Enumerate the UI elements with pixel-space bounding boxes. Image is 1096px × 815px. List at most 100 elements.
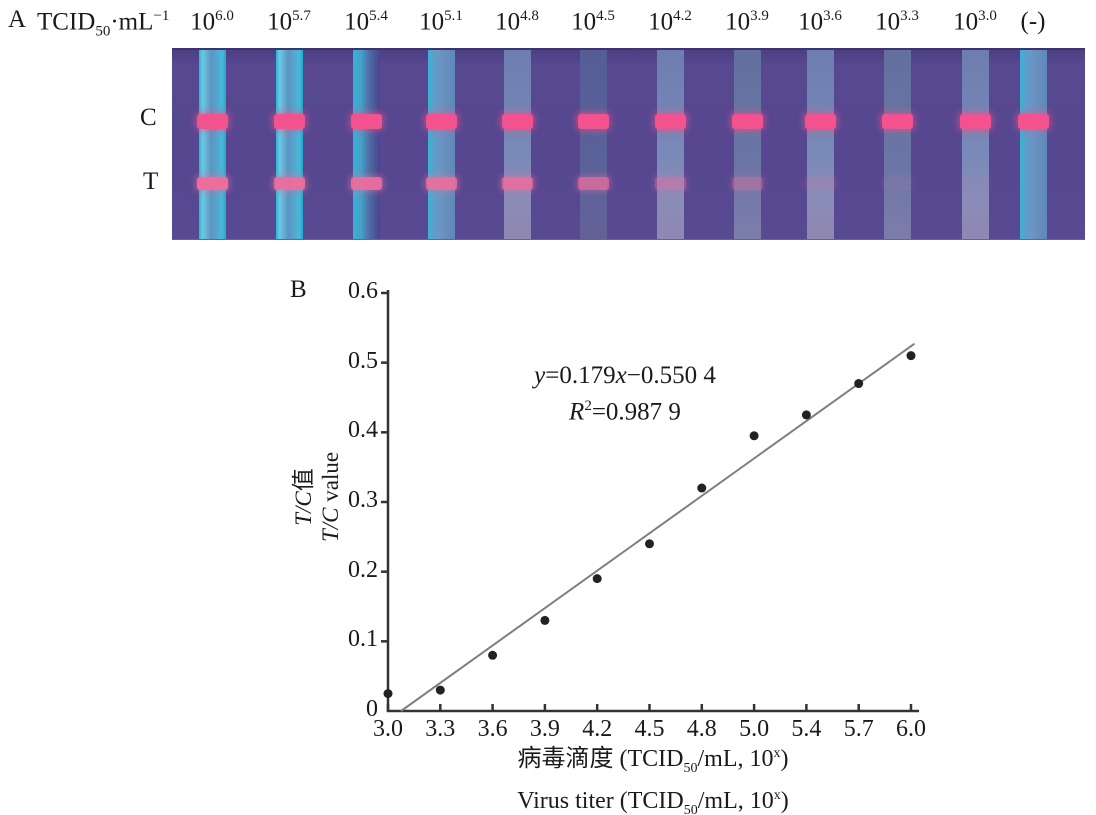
x-tick-label: 4.8 <box>686 716 717 742</box>
lane-label-4.2: 104.2 <box>630 8 710 36</box>
x-title-en-sup: x <box>773 787 781 803</box>
control-band <box>882 114 913 129</box>
x-axis-title: 病毒滴度 (TCID50/mL, 10x) Virus titer (TCID5… <box>403 740 903 815</box>
test-strip-5 <box>502 50 533 239</box>
data-point <box>540 615 550 625</box>
equation-y: y <box>534 362 546 389</box>
lane-label-base: 10 <box>344 8 370 36</box>
test-strip-9 <box>805 50 836 239</box>
x-title-en-post: ) <box>780 787 789 814</box>
panel-a-label: A <box>8 6 27 33</box>
lane-label-base: 10 <box>571 8 597 36</box>
control-band <box>197 114 228 129</box>
x-title-zh-mid: /mL, 10 <box>697 746 774 772</box>
test-band <box>960 177 991 190</box>
y-axis-title-zh: T/C值 <box>290 452 317 542</box>
lane-label-exponent: 3.3 <box>900 8 919 24</box>
x-title-zh-sub: 50 <box>683 760 698 776</box>
control-line-label: C <box>140 104 157 131</box>
x-axis-title-zh: 病毒滴度 (TCID50/mL, 10x) <box>403 740 903 782</box>
lane-label-base: 10 <box>798 8 824 36</box>
lane-label-base: 10 <box>267 8 293 36</box>
y-tick-label: 0.4 <box>348 417 378 444</box>
test-band <box>655 177 686 190</box>
control-band <box>502 114 533 129</box>
lane-label-exponent: 6.0 <box>215 8 234 24</box>
r-value: =0.987 9 <box>591 398 681 426</box>
data-point <box>906 351 916 361</box>
x-tick-label: 4.5 <box>634 716 665 742</box>
equation-tail: −0.550 4 <box>626 362 716 389</box>
lane-label-5.7: 105.7 <box>249 8 329 36</box>
x-tick-label: 6.0 <box>895 716 926 742</box>
data-point <box>854 379 864 389</box>
x-title-zh-post: ) <box>780 746 789 772</box>
x-tick-label: 5.7 <box>843 716 874 742</box>
lane-label-3.0: 103.0 <box>935 8 1015 36</box>
y-tick-label: 0.2 <box>348 556 378 583</box>
strip-photo <box>172 48 1085 240</box>
y-title-en-italic: T/C <box>318 507 343 543</box>
equation-body: =0.179 <box>545 362 616 389</box>
data-point <box>592 574 602 584</box>
control-band <box>655 114 686 129</box>
y-title-zh-italic: T/C <box>291 491 316 526</box>
x-tick-label: 3.3 <box>425 716 456 742</box>
x-tick-label: 3.6 <box>477 716 508 742</box>
x-tick-label: 3.0 <box>373 716 403 742</box>
x-tick-label: 3.9 <box>529 716 560 742</box>
control-band <box>1018 114 1049 129</box>
lane-label-5.1: 105.1 <box>401 8 481 36</box>
control-band <box>960 114 991 129</box>
test-band <box>426 177 457 190</box>
lane-label-4.5: 104.5 <box>553 8 633 36</box>
lane-label-base: (-) <box>1020 8 1046 35</box>
lane-label-4.8: 104.8 <box>477 8 557 36</box>
control-band <box>274 114 305 129</box>
y-tick-label: 0.3 <box>348 486 378 513</box>
control-band <box>578 114 609 129</box>
x-title-en-sub: 50 <box>683 802 698 815</box>
lane-label-3.6: 103.6 <box>780 8 860 36</box>
y-axis-title-en: T/C value <box>317 452 344 542</box>
test-band <box>732 177 763 190</box>
x-title-en-pre: Virus titer (TCID <box>517 787 684 814</box>
lane-label-base: 10 <box>953 8 979 36</box>
lane-label-base: 10 <box>648 8 674 36</box>
y-title-zh-tail: 值 <box>291 468 316 492</box>
lane-label-exponent: 3.6 <box>823 8 842 24</box>
test-band <box>502 177 533 190</box>
control-band <box>805 114 836 129</box>
control-band <box>732 114 763 129</box>
x-title-en-mid: /mL, 10 <box>697 787 774 814</box>
test-band <box>351 177 382 190</box>
test-band <box>805 177 836 190</box>
test-strip-1 <box>197 50 228 239</box>
test-strip-11 <box>960 50 991 239</box>
test-strip-10 <box>882 50 913 239</box>
control-band <box>426 114 457 129</box>
equation-x: x <box>615 362 627 389</box>
titer-unit-sup: −1 <box>153 8 170 24</box>
equation-line: y=0.179x−0.550 4 <box>450 360 800 391</box>
x-tick-label: 5.0 <box>739 716 770 742</box>
r-squared-line: R2=0.987 9 <box>450 391 800 427</box>
test-band <box>274 177 305 190</box>
r-symbol: R <box>569 398 585 426</box>
x-axis-title-en: Virus titer (TCID50/mL, 10x) <box>403 782 903 815</box>
lane-label-base: 10 <box>725 8 751 36</box>
test-strip-6 <box>578 50 609 239</box>
titer-unit-text: TCID <box>37 8 96 36</box>
lane-label-base: 10 <box>495 8 521 36</box>
data-point <box>383 689 393 699</box>
titer-unit-mid: ·mL <box>110 8 154 36</box>
test-strip-3 <box>351 50 382 239</box>
y-tick-label: 0.1 <box>348 626 378 653</box>
lane-label-6.0: 106.0 <box>172 8 252 36</box>
lane-label-3.3: 103.3 <box>857 8 937 36</box>
data-point <box>488 650 498 660</box>
data-point <box>435 685 445 695</box>
lane-label-5.4: 105.4 <box>326 8 406 36</box>
test-band <box>578 177 609 190</box>
